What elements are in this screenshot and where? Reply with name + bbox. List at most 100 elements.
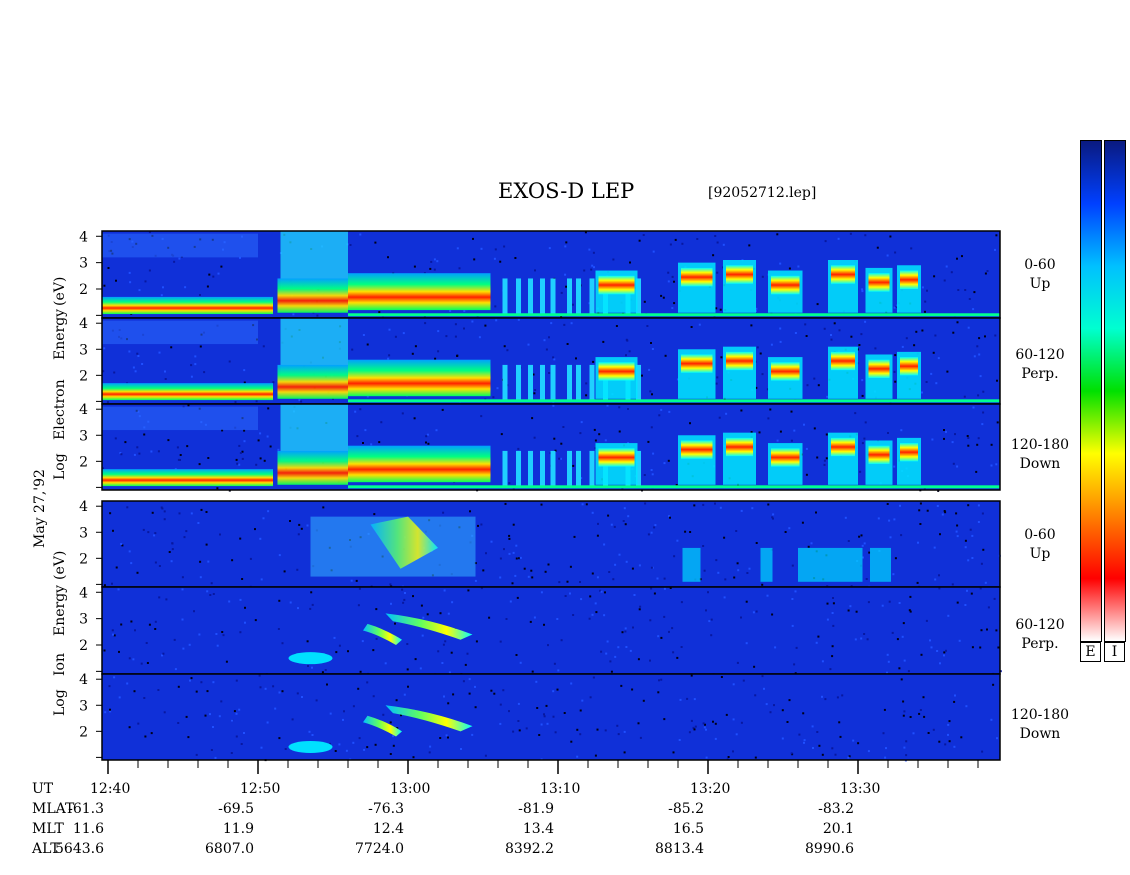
noise-dot [876, 246, 879, 249]
noise-dot [413, 417, 416, 420]
noise-dot [374, 241, 377, 244]
noise-dot [994, 334, 997, 337]
noise-dot [885, 747, 887, 750]
noise-dot [375, 637, 378, 640]
noise-dot [108, 685, 111, 688]
noise-dot [566, 580, 569, 583]
noise-dot [114, 437, 117, 440]
noise-dot [859, 470, 862, 473]
noise-dot [512, 730, 515, 733]
noise-dot [484, 754, 487, 757]
noise-dot [710, 618, 713, 621]
noise-dot [742, 679, 745, 682]
noise-dot [573, 535, 576, 538]
noise-dot [971, 557, 974, 559]
noise-dot [482, 569, 485, 572]
noise-dot [454, 335, 457, 338]
haze-region [102, 233, 258, 258]
noise-dot [269, 445, 272, 448]
noise-dot [503, 548, 505, 551]
noise-dot [158, 565, 161, 567]
noise-dot [517, 702, 520, 705]
noise-dot [173, 260, 176, 263]
noise-dot [669, 243, 672, 246]
noise-dot [826, 602, 829, 605]
noise-dot [832, 602, 835, 605]
noise-dot [233, 710, 236, 713]
noise-dot [239, 256, 241, 259]
noise-dot [953, 745, 956, 748]
y-tick-label: 3 [79, 256, 88, 272]
noise-dot [977, 394, 980, 397]
noise-dot [829, 668, 832, 671]
noise-dot [649, 390, 652, 393]
noise-dot [750, 431, 753, 433]
noise-dot [967, 444, 970, 447]
noise-dot [298, 523, 301, 526]
noise-dot [781, 709, 784, 712]
noise-dot [779, 340, 782, 343]
noise-dot [163, 518, 166, 521]
noise-dot [243, 429, 246, 432]
noise-dot [766, 388, 769, 391]
noise-dot [543, 339, 546, 342]
ion-down-label: 120-180 Down [1000, 706, 1080, 744]
noise-dot [543, 713, 545, 716]
noise-dot [496, 387, 499, 390]
noise-dot [625, 354, 627, 357]
noise-dot [354, 410, 357, 413]
noise-dot [811, 725, 814, 728]
noise-dot [614, 655, 617, 658]
noise-dot [503, 345, 506, 348]
noise-dot [889, 235, 892, 238]
noise-dot [413, 265, 416, 268]
noise-dot [943, 654, 945, 657]
noise-dot [990, 718, 993, 721]
noise-dot [258, 674, 261, 677]
noise-dot [209, 713, 211, 716]
noise-dot [579, 432, 582, 435]
noise-dot [625, 560, 628, 563]
noise-dot [865, 578, 868, 580]
burst-spike [567, 278, 572, 316]
noise-dot [990, 464, 993, 467]
noise-dot [530, 569, 533, 572]
boundary-band [348, 445, 491, 483]
noise-dot [266, 721, 269, 724]
noise-dot [629, 649, 632, 652]
noise-dot [401, 588, 404, 591]
noise-dot [216, 487, 219, 490]
noise-dot [437, 350, 440, 353]
low-energy-band [102, 469, 273, 487]
noise-dot [163, 711, 166, 714]
noise-dot [118, 696, 121, 699]
noise-dot [821, 753, 824, 756]
noise-dot [804, 323, 807, 326]
noise-dot [445, 734, 448, 737]
noise-dot [199, 294, 201, 296]
panel-2: 2 3 4 [79, 402, 1001, 492]
noise-dot [712, 720, 714, 723]
footer-label-mlat: MLAT [32, 801, 75, 817]
noise-dot [975, 470, 978, 473]
noise-dot [297, 533, 300, 536]
noise-dot [291, 718, 294, 721]
burst-spike [528, 364, 533, 402]
noise-dot [703, 569, 706, 572]
noise-dot [693, 504, 696, 507]
noise-dot [647, 440, 650, 443]
noise-dot [579, 733, 582, 736]
noise-dot [684, 530, 687, 533]
noise-dot [795, 646, 798, 649]
y-tick-label: 2 [79, 638, 88, 654]
noise-dot [181, 576, 184, 579]
noise-dot [776, 439, 779, 442]
noise-dot [234, 401, 237, 403]
burst-spike [516, 278, 521, 316]
noise-dot [939, 662, 941, 665]
noise-dot [208, 273, 211, 276]
noise-dot [971, 646, 974, 649]
noise-dot [833, 322, 836, 325]
noise-dot [492, 396, 495, 399]
noise-dot [321, 671, 324, 674]
